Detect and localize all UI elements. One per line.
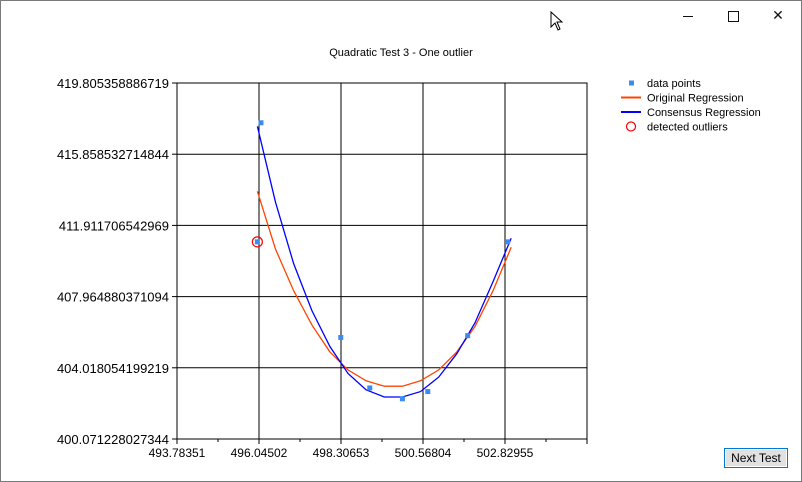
x-tick-label: 493.78351 <box>149 446 206 460</box>
next-test-button[interactable]: Next Test <box>724 448 788 468</box>
minimize-button[interactable] <box>665 1 711 31</box>
y-tick-label: 400.071228027344 <box>57 432 169 447</box>
y-tick-label: 404.018054199219 <box>57 361 169 376</box>
x-tick-label: 500.56804 <box>395 446 452 460</box>
chart-legend: data points Original Regression Consensus … <box>621 78 761 134</box>
data-point <box>254 239 260 245</box>
legend-marker <box>629 80 634 86</box>
data-point <box>465 333 471 339</box>
y-tick-label: 411.911706542969 <box>59 218 169 233</box>
x-tick-label: 502.82955 <box>477 446 534 460</box>
legend-label: Consensus Regression <box>647 107 761 119</box>
chart-series <box>251 120 512 402</box>
mouse-cursor-icon <box>550 11 564 31</box>
data-point <box>338 334 344 340</box>
minimize-icon <box>683 15 693 17</box>
y-tick-label: 419.805358886719 <box>57 76 169 91</box>
maximize-button[interactable] <box>710 1 756 31</box>
legend-label: detected outliers <box>647 122 728 134</box>
y-tick-label: 415.858532714844 <box>57 147 169 162</box>
data-point <box>367 385 373 391</box>
data-point <box>505 239 511 245</box>
outlier-marker <box>251 236 263 248</box>
data-point <box>425 389 431 395</box>
legend-label: Original Regression <box>647 93 744 105</box>
chart-title: Quadratic Test 3 - One outlier <box>329 47 473 59</box>
legend-marker <box>625 121 637 132</box>
maximize-icon <box>727 10 739 22</box>
original-regression-line <box>256 191 512 387</box>
x-tick-label: 498.30653 <box>313 446 370 460</box>
chart-axes: 493.78351 496.04502 498.30653 500.56804 502.… <box>57 76 588 460</box>
y-tick-label: 407.964880371094 <box>57 290 169 305</box>
close-icon: ✕ <box>772 8 784 24</box>
data-point <box>258 120 264 126</box>
close-button[interactable]: ✕ <box>755 1 801 31</box>
x-tick-label: 496.04502 <box>231 446 288 460</box>
plot-border <box>176 82 588 440</box>
consensus-regression-line <box>256 126 512 398</box>
legend-label: data points <box>647 78 701 90</box>
data-point <box>399 396 405 402</box>
